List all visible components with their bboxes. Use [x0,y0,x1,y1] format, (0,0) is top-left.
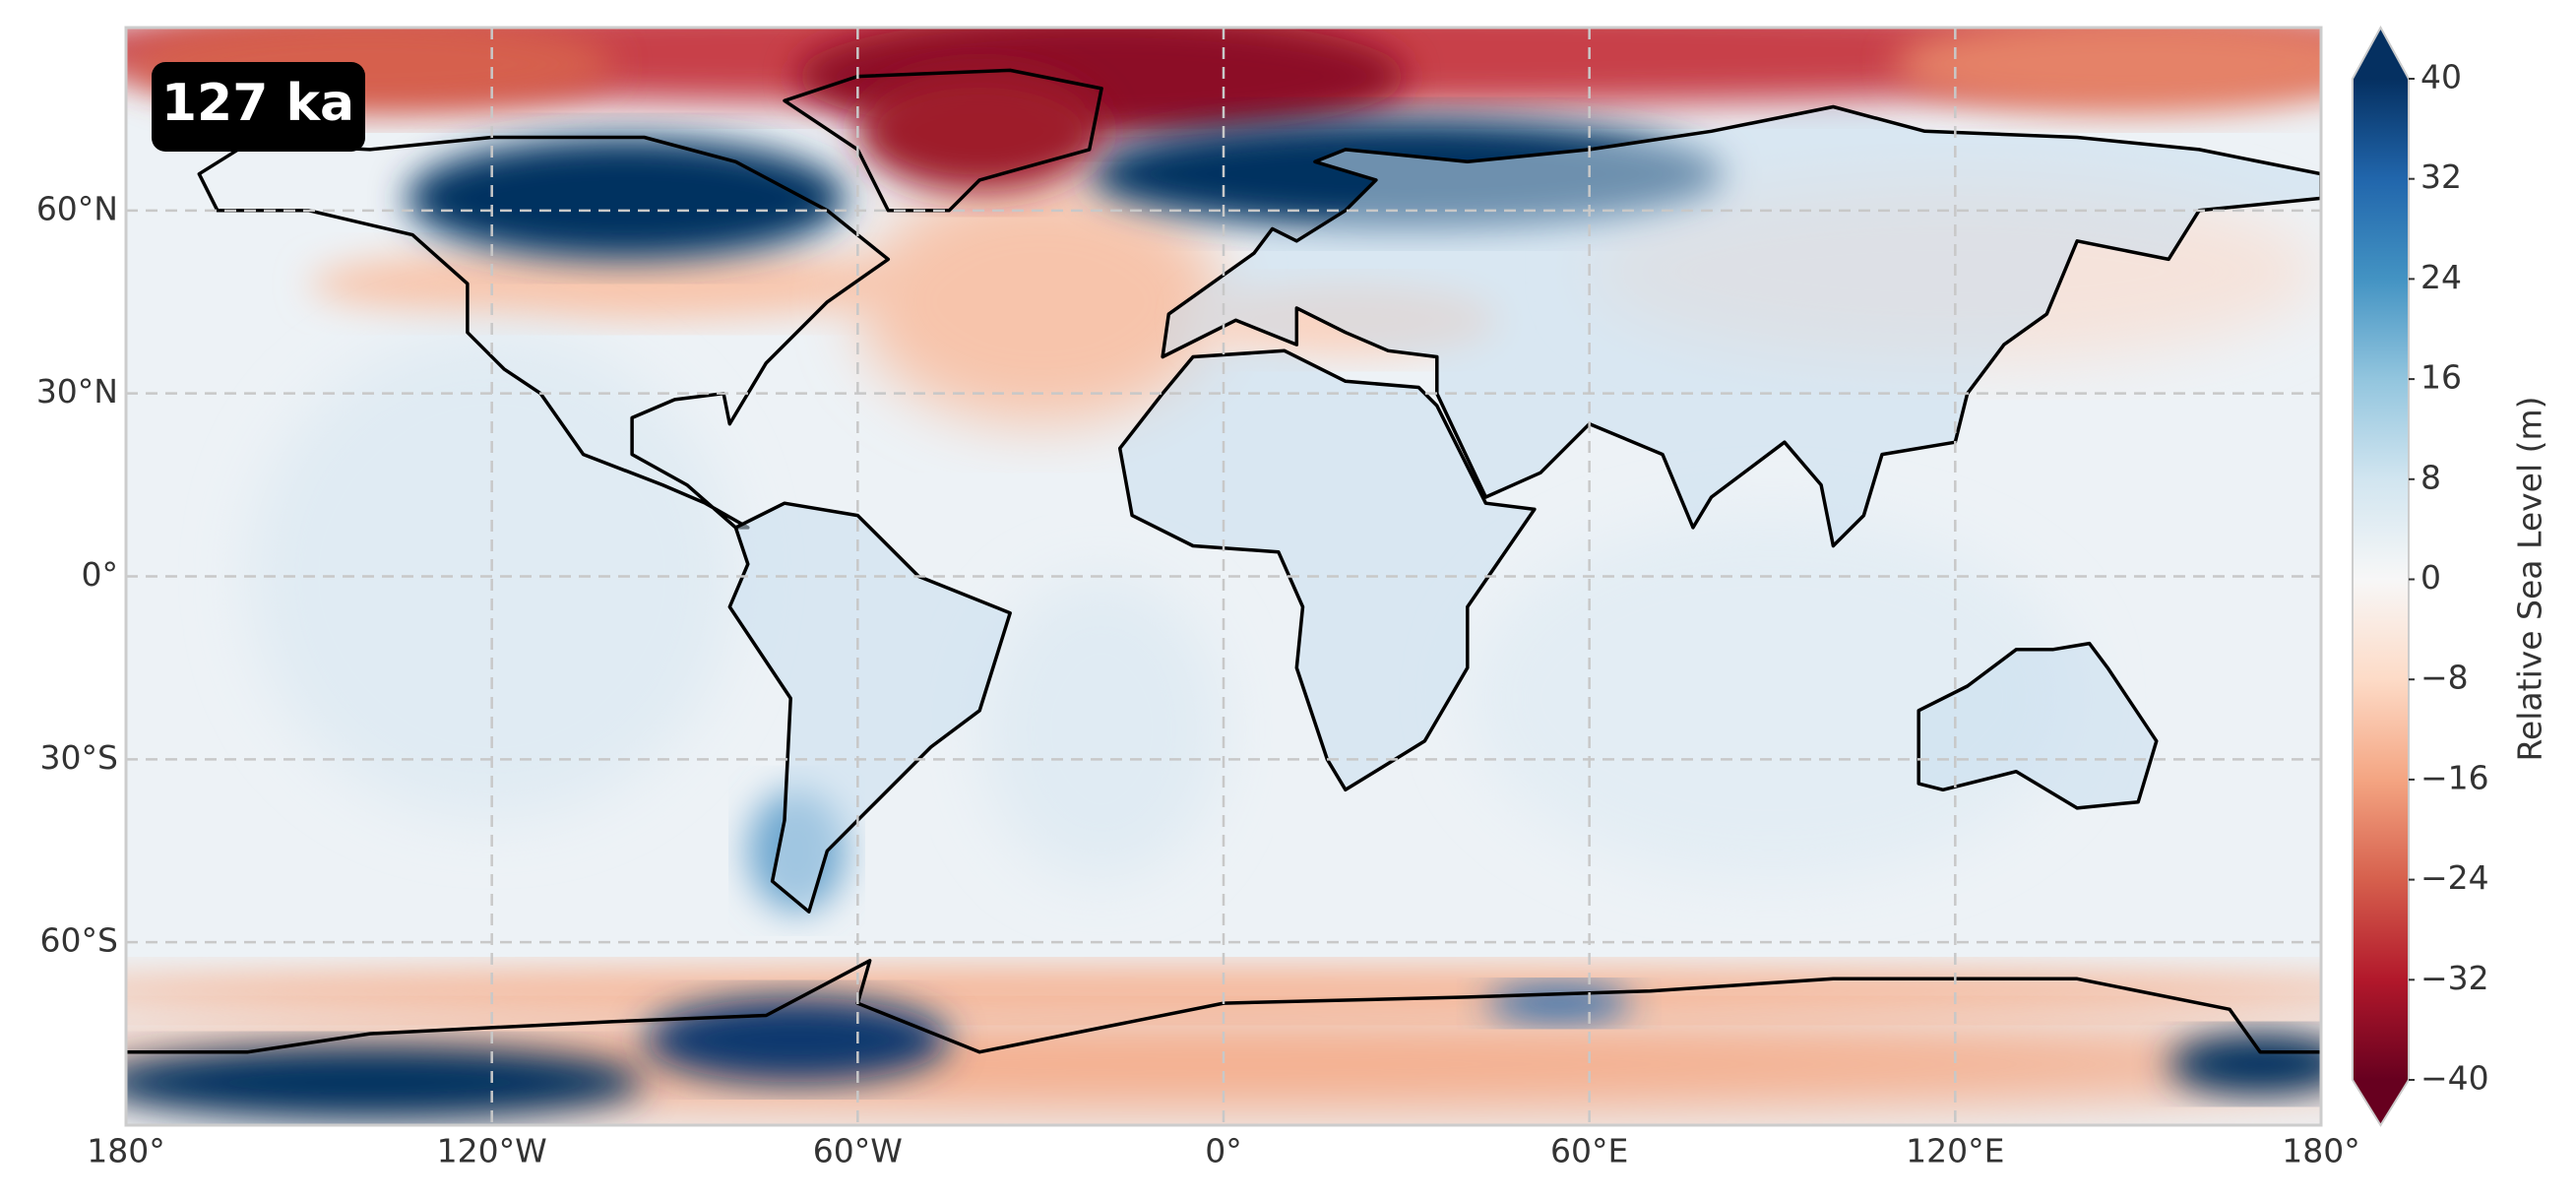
field-patch [2168,1034,2321,1096]
field-patch [126,1045,645,1119]
x-tick-label: 120°W [437,1132,547,1170]
colorbar-tick-label: 0 [2420,558,2441,597]
colorbar-tick-label: 40 [2420,58,2462,96]
x-tick-label: 60°E [1550,1132,1628,1170]
x-tick-label: 60°W [813,1132,903,1170]
field-patch [126,966,2321,1016]
colorbar-tick-label: −16 [2420,758,2489,796]
x-tick-label: 120°E [1906,1132,2004,1170]
y-tick-label: 60°N [36,189,118,227]
field-patch [644,996,950,1083]
colorbar: 40 32 24 16 8 0 −8 −16 −24 −32 −40 [2352,25,2489,1127]
colorbar-label: Relative Sea Level (m) [2511,396,2549,761]
x-tick-label: 180° [2282,1132,2360,1170]
field-patch [1894,28,2321,113]
colorbar-tick-label: −40 [2420,1059,2489,1098]
field-patch [1485,984,1633,1022]
colorbar-tick-label: −24 [2420,858,2489,897]
badge-text: 127 ka [161,74,354,133]
badge: 127 ka [152,62,365,152]
field-patch [857,70,1102,193]
coastline [1916,641,2159,810]
y-tick-label: 30°S [40,738,118,777]
coastline [727,501,1012,914]
coastline [197,135,891,530]
map-frame [124,26,2323,1127]
colorbar-tick-label: 24 [2420,258,2462,296]
coastline [783,68,1103,213]
field-patch [406,137,846,260]
y-tick-label: 30°N [36,372,118,410]
field-patch [857,179,1224,424]
coastline [1117,348,1537,792]
x-tick-label: 0° [1205,1132,1242,1170]
coastline [1161,104,2321,548]
coastline [126,959,2321,1054]
grid [126,28,2321,1125]
colorbar-tick-label: 32 [2420,158,2462,196]
colorbar-tick-label: −8 [2420,659,2469,697]
x-tick-label: 180° [87,1132,165,1170]
y-tick-label: 60°S [40,921,118,960]
colorbar-tick-label: 16 [2420,358,2462,397]
colorbar-extend-max [2353,28,2409,79]
field-patch [308,246,919,321]
y-tick-label: 0° [82,555,119,594]
field-patch [979,576,1224,882]
badge-box [152,62,365,152]
field-patch [1467,515,2078,882]
colorbar-extend-min [2353,1080,2409,1125]
colorbar-tick-label: −32 [2420,959,2489,997]
colorbar-ramp [2353,79,2409,1080]
colorbar-tick-label: 8 [2420,458,2441,496]
